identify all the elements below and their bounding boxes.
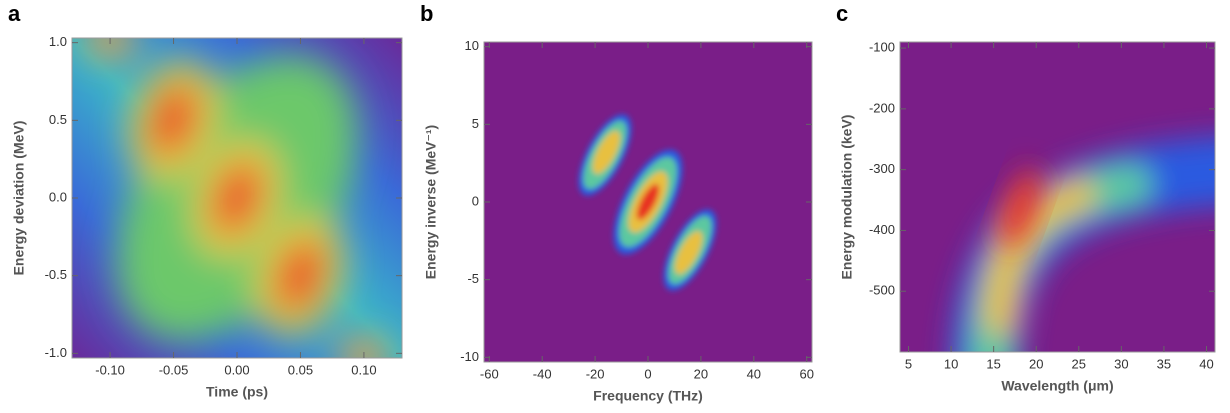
y-tick-label: -5 <box>467 271 479 286</box>
heatmap-c <box>900 42 1215 352</box>
x-tick-label: 5 <box>905 356 912 371</box>
heatmap-a <box>72 38 402 358</box>
y-tick-label: 0 <box>472 193 479 208</box>
y-axis-label: Energy inverse (MeV⁻¹) <box>423 125 439 279</box>
x-tick-label: 25 <box>1072 356 1086 371</box>
x-tick-label: 40 <box>1199 356 1213 371</box>
y-tick-label: 5 <box>472 116 479 131</box>
x-tick-label: 0.10 <box>351 362 376 377</box>
y-tick-label: 0.0 <box>49 189 67 204</box>
x-tick-label: -60 <box>480 366 499 381</box>
x-tick-label: 10 <box>944 356 958 371</box>
y-tick-label: -1.0 <box>45 345 67 360</box>
y-tick-label: -10 <box>460 349 479 364</box>
y-tick-label: 10 <box>465 38 479 53</box>
y-axis-label: Energy modulation (keV) <box>839 115 855 280</box>
x-tick-label: 40 <box>747 366 761 381</box>
x-tick-label: -20 <box>586 366 605 381</box>
panel-label: c <box>836 1 848 26</box>
x-tick-label: -0.10 <box>95 362 125 377</box>
x-tick-label: 0.00 <box>224 362 249 377</box>
y-tick-label: -0.5 <box>45 267 67 282</box>
y-tick-label: -500 <box>869 283 895 298</box>
y-tick-label: -100 <box>869 40 895 55</box>
y-axis-label: Energy deviation (MeV) <box>11 121 27 276</box>
x-axis-label: Time (ps) <box>206 384 268 400</box>
y-tick-label: 0.5 <box>49 112 67 127</box>
x-tick-label: -40 <box>533 366 552 381</box>
x-tick-label: 20 <box>1029 356 1043 371</box>
y-tick-label: 1.0 <box>49 34 67 49</box>
y-tick-label: -300 <box>869 161 895 176</box>
heatmap-b <box>484 42 812 362</box>
plot-frame <box>899 41 1216 353</box>
y-tick-label: -200 <box>869 100 895 115</box>
x-tick-label: 15 <box>986 356 1000 371</box>
x-tick-label: 0 <box>644 366 651 381</box>
x-tick-label: -0.05 <box>159 362 189 377</box>
y-tick-label: -400 <box>869 222 895 237</box>
x-tick-label: 60 <box>799 366 813 381</box>
x-tick-label: 20 <box>694 366 708 381</box>
x-tick-label: 0.05 <box>288 362 313 377</box>
x-axis-label: Wavelength (μm) <box>1001 378 1113 394</box>
x-tick-label: 30 <box>1114 356 1128 371</box>
x-tick-label: 35 <box>1157 356 1171 371</box>
panel-label: a <box>8 1 21 26</box>
panel-label: b <box>420 1 433 26</box>
x-axis-label: Frequency (THz) <box>593 388 703 404</box>
